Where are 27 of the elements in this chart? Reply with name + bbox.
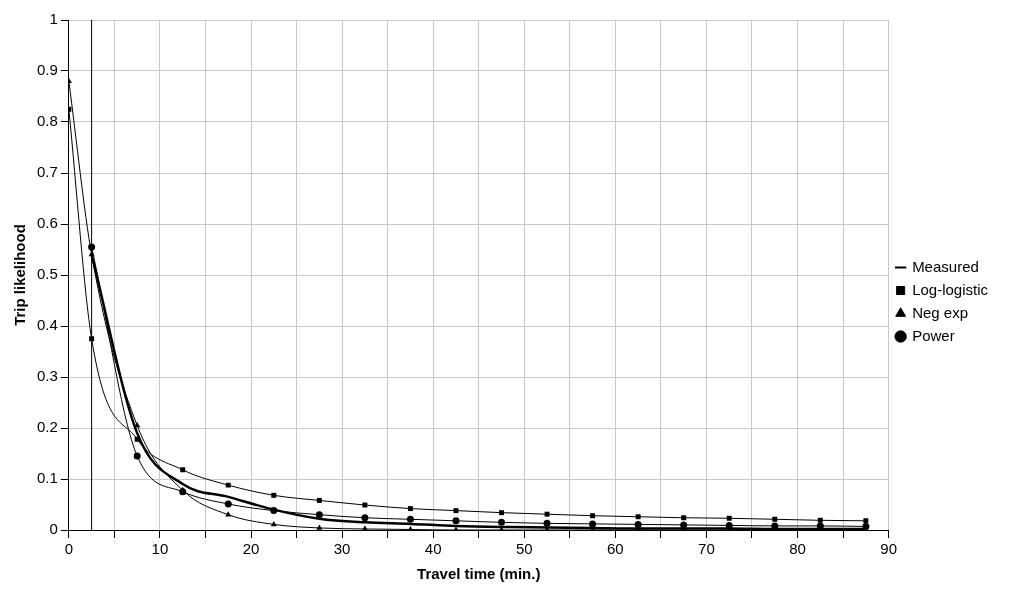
x-tick-label: 20 [242, 540, 260, 558]
y-axis-title: Trip likelihood [11, 224, 29, 326]
y-tick-label: 0.6 [36, 214, 58, 232]
x-tick-label: 70 [698, 540, 715, 558]
x-tick-label: 50 [515, 540, 533, 558]
y-tick-label: 0.9 [36, 61, 58, 79]
y-tick-label: 0.5 [36, 265, 58, 283]
x-tick-label: 10 [151, 540, 169, 558]
legend-label: Power [912, 326, 955, 344]
y-tick-label: 0.7 [36, 163, 58, 181]
x-tick-label: 80 [789, 540, 806, 558]
y-tick-label: 0.2 [36, 418, 58, 436]
x-axis-title: Travel time (min.) [417, 565, 541, 583]
y-tick-label: 0 [49, 520, 58, 538]
x-tick-label: 40 [424, 540, 442, 558]
legend-label: Measured [912, 257, 979, 275]
y-tick-label: 1 [49, 10, 58, 28]
legend-label: Neg exp [912, 303, 968, 321]
y-tick-label: 0.4 [36, 316, 58, 334]
x-tick-label: 30 [333, 540, 351, 558]
y-tick-label: 0.1 [36, 469, 58, 487]
y-tick-label: 0.8 [36, 112, 58, 130]
x-tick-label: 0 [64, 540, 74, 558]
y-tick-label: 0.3 [36, 367, 58, 385]
legend-label: Log-logistic [912, 280, 989, 298]
x-tick-label: 60 [607, 540, 624, 558]
x-tick-label: 90 [880, 540, 897, 558]
